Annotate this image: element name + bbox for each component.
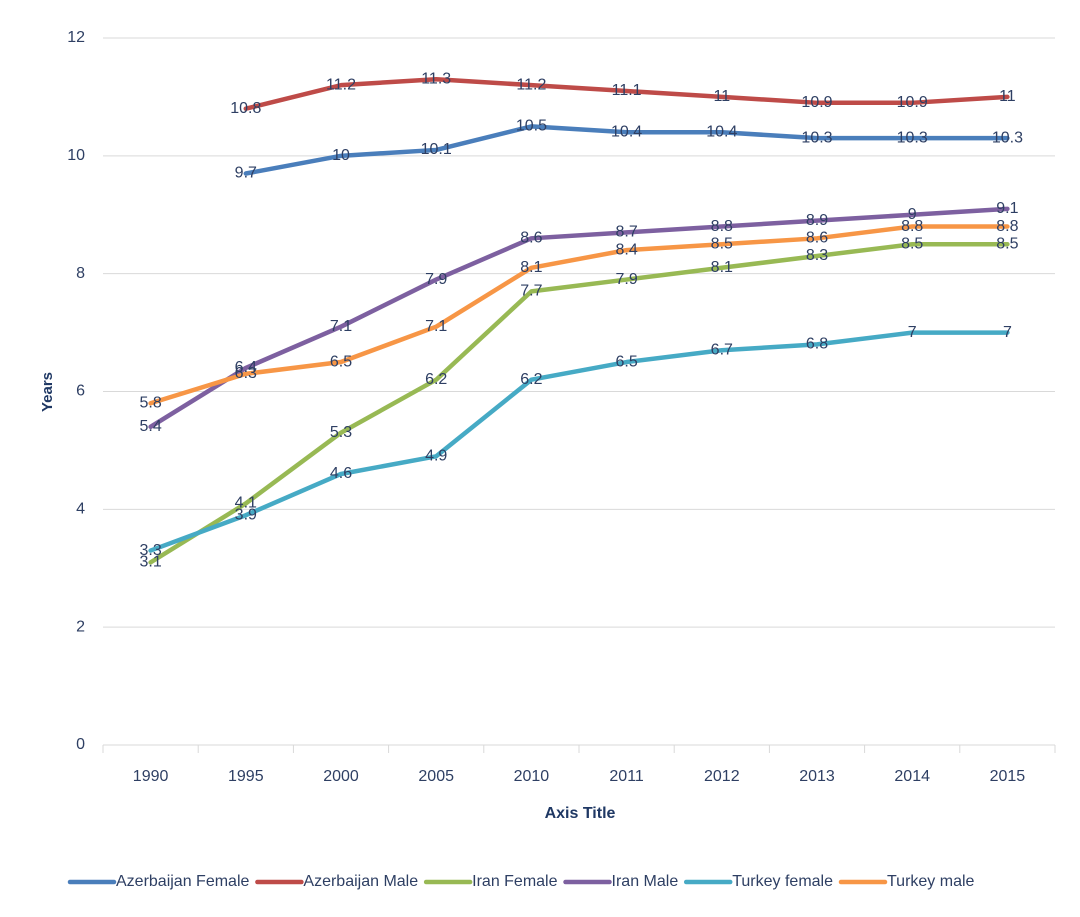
x-axis-title: Axis Title bbox=[545, 805, 616, 822]
data-label: 11.1 bbox=[612, 82, 642, 99]
series-line bbox=[148, 224, 1010, 406]
data-label: 5.4 bbox=[139, 418, 161, 435]
data-label: 5.8 bbox=[139, 395, 161, 412]
data-label: 11.3 bbox=[421, 70, 451, 87]
y-axis-title: Years bbox=[39, 372, 56, 412]
data-label: 7 bbox=[1003, 324, 1012, 341]
series-line bbox=[148, 241, 1010, 565]
data-label: 11.2 bbox=[326, 76, 356, 93]
y-tick-label: 6 bbox=[76, 383, 85, 400]
x-tick-label: 1990 bbox=[133, 768, 169, 785]
legend-label: Iran Male bbox=[612, 873, 679, 890]
data-label: 5.3 bbox=[330, 424, 352, 441]
data-label: 8.1 bbox=[711, 259, 733, 276]
data-label: 10.5 bbox=[516, 118, 547, 135]
data-label: 10.3 bbox=[801, 129, 832, 146]
data-label: 7.7 bbox=[520, 283, 542, 300]
data-label: 7.9 bbox=[615, 271, 637, 288]
data-label: 3.9 bbox=[235, 506, 257, 523]
data-label: 7.9 bbox=[425, 271, 447, 288]
data-label: 11.2 bbox=[516, 76, 546, 93]
x-tick-label: 2010 bbox=[514, 768, 550, 785]
data-label: 6.5 bbox=[330, 353, 352, 370]
x-tick-label: 2012 bbox=[704, 768, 740, 785]
data-label: 7 bbox=[908, 324, 917, 341]
x-tick-label: 1995 bbox=[228, 768, 264, 785]
data-label: 10.9 bbox=[801, 94, 832, 111]
data-label: 8.6 bbox=[806, 230, 828, 247]
data-label: 8.4 bbox=[615, 241, 637, 258]
y-tick-label: 10 bbox=[67, 147, 85, 164]
data-label: 8.9 bbox=[806, 212, 828, 229]
data-label: 8.5 bbox=[996, 235, 1018, 252]
x-tick-label: 2005 bbox=[418, 768, 454, 785]
data-label: 8.3 bbox=[806, 247, 828, 264]
data-label: 6.7 bbox=[711, 341, 733, 358]
data-label: 6.4 bbox=[235, 359, 257, 376]
series-line bbox=[148, 206, 1010, 430]
data-label: 10.8 bbox=[230, 100, 261, 117]
data-label: 10.3 bbox=[897, 129, 928, 146]
x-tick-label: 2014 bbox=[894, 768, 930, 785]
x-tick-label: 2015 bbox=[990, 768, 1026, 785]
legend-label: Iran Female bbox=[472, 873, 557, 890]
data-label: 6.8 bbox=[806, 336, 828, 353]
legend-label: Azerbaijan Female bbox=[116, 873, 250, 890]
data-label: 10.4 bbox=[611, 123, 642, 140]
y-tick-label: 2 bbox=[76, 618, 85, 635]
x-tick-label: 2011 bbox=[609, 768, 644, 785]
data-label: 10.1 bbox=[421, 141, 452, 158]
data-label: 4.9 bbox=[425, 448, 447, 465]
series-line bbox=[243, 124, 1010, 176]
legend-label: Azerbaijan Male bbox=[303, 873, 418, 890]
data-label: 7.1 bbox=[425, 318, 447, 335]
data-label: 8.5 bbox=[711, 235, 733, 252]
data-label: 11 bbox=[999, 88, 1016, 105]
data-label: 8.8 bbox=[901, 218, 923, 235]
data-label: 3.1 bbox=[139, 554, 161, 571]
data-label: 9.1 bbox=[996, 200, 1018, 217]
data-label: 6.3 bbox=[235, 365, 257, 382]
data-label: 8.8 bbox=[711, 218, 733, 235]
data-label: 3.3 bbox=[139, 542, 161, 559]
legend-label: Turkey female bbox=[732, 873, 833, 890]
data-label: 8.6 bbox=[520, 230, 542, 247]
data-label: 11 bbox=[713, 88, 730, 105]
data-label: 6.5 bbox=[615, 353, 637, 370]
data-label: 9 bbox=[908, 206, 917, 223]
data-label: 4.6 bbox=[330, 465, 352, 482]
data-label: 8.7 bbox=[615, 224, 637, 241]
x-tick-label: 2013 bbox=[799, 768, 835, 785]
y-tick-label: 8 bbox=[76, 265, 85, 282]
y-tick-label: 4 bbox=[76, 501, 85, 518]
x-tick-label: 2000 bbox=[323, 768, 359, 785]
series-line bbox=[148, 330, 1010, 553]
legend-label: Turkey male bbox=[887, 873, 975, 890]
y-tick-label: 12 bbox=[67, 29, 85, 46]
data-label: 8.5 bbox=[901, 235, 923, 252]
data-label: 6.2 bbox=[520, 371, 542, 388]
data-label: 8.8 bbox=[996, 218, 1018, 235]
series-line bbox=[243, 76, 1010, 111]
data-label: 6.2 bbox=[425, 371, 447, 388]
data-label: 9.7 bbox=[235, 165, 257, 182]
data-label: 10.9 bbox=[897, 94, 928, 111]
data-label: 8.1 bbox=[520, 259, 542, 276]
y-tick-label: 0 bbox=[76, 736, 85, 753]
data-label: 10.4 bbox=[706, 123, 737, 140]
data-label: 7.1 bbox=[330, 318, 352, 335]
data-label: 4.1 bbox=[235, 495, 257, 512]
data-label: 10 bbox=[332, 147, 350, 164]
data-label: 10.3 bbox=[992, 129, 1023, 146]
